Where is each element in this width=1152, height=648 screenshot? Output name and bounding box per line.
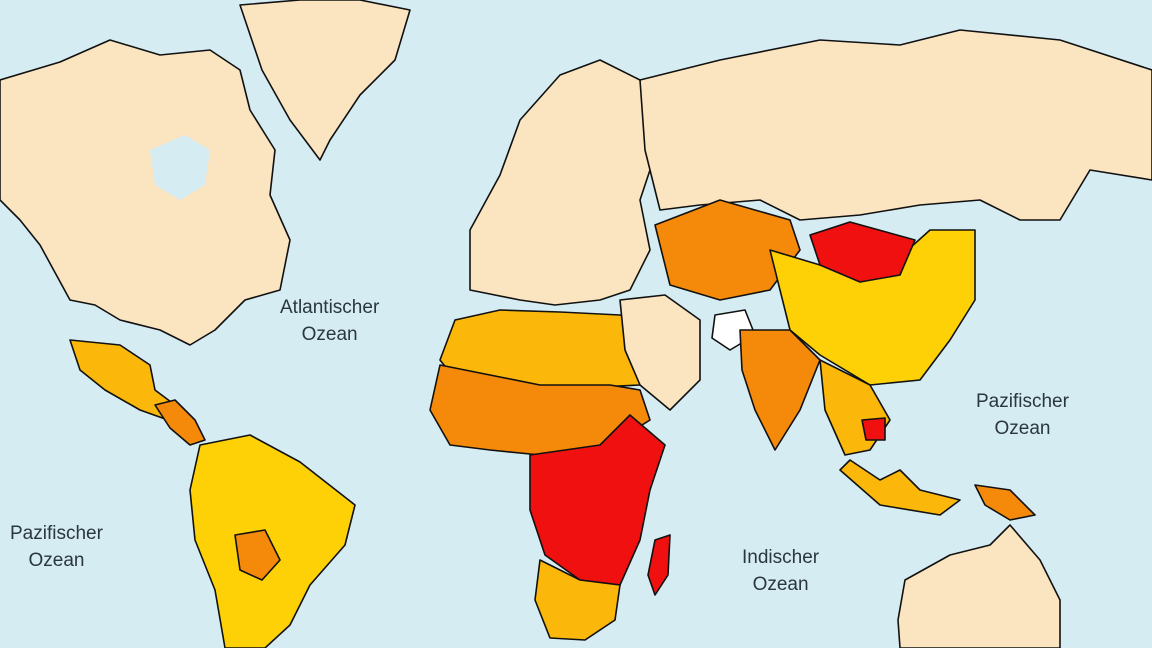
hudson-bay (150, 135, 210, 200)
region-central-east-africa (529, 414, 666, 586)
ocean-label-indian-line1: Indischer (742, 547, 820, 568)
ocean-label-pacific-east-line1: Pazifischer (976, 391, 1069, 412)
ocean-label-pacific-east: Pazifischer Ozean (976, 388, 1069, 442)
region-central-america (154, 399, 206, 446)
region-cambodia (861, 417, 886, 441)
region-north-america (0, 39, 291, 346)
region-south-america (189, 434, 356, 648)
region-bolivia (234, 529, 281, 581)
ocean-label-indian-line2: Ozean (752, 574, 809, 595)
ocean-label-atlantic: Atlantischer Ozean (280, 294, 379, 348)
ocean-label-pacific-west: Pazifischer Ozean (10, 520, 103, 574)
ocean-label-atlantic-line2: Ozean (301, 324, 358, 345)
ocean-label-indian: Indischer Ozean (742, 544, 819, 598)
region-australia (897, 524, 1061, 648)
region-mongolia (809, 221, 916, 283)
region-madagascar (647, 534, 671, 596)
ocean-label-pacific-east-line2: Ozean (994, 418, 1051, 439)
region-southern-africa (534, 559, 621, 641)
region-papua-new-guinea (974, 484, 1036, 521)
region-greenland (239, 0, 411, 161)
ocean-label-pacific-west-line2: Ozean (28, 550, 85, 571)
ocean-label-pacific-west-line1: Pazifischer (10, 523, 103, 544)
region-indonesia (839, 459, 961, 516)
ocean-label-atlantic-line1: Atlantischer (280, 297, 380, 318)
region-middle-east (619, 294, 701, 411)
region-europe (469, 59, 661, 306)
